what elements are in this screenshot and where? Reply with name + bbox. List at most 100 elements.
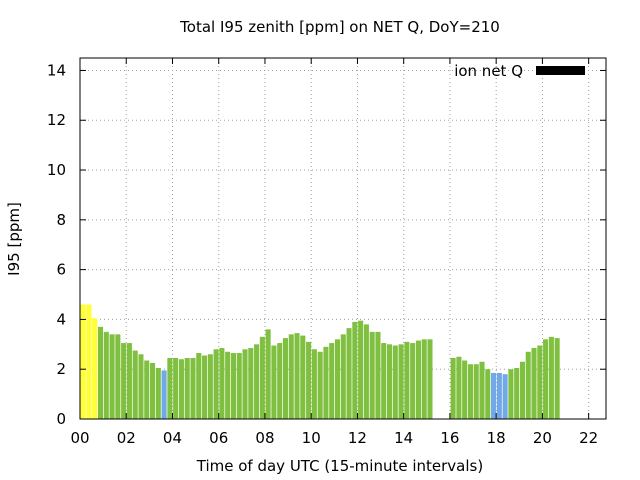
y-tick-label: 4 — [56, 310, 66, 328]
y-tick-label: 6 — [56, 261, 66, 279]
bar — [196, 353, 202, 419]
y-tick-label: 10 — [47, 161, 66, 179]
bar — [103, 331, 109, 419]
bar — [149, 362, 156, 419]
bar — [358, 320, 364, 419]
bar — [86, 304, 92, 419]
bar — [508, 369, 514, 419]
bar — [173, 358, 179, 419]
bar — [132, 350, 138, 419]
y-tick-label: 12 — [47, 111, 66, 129]
bar — [519, 361, 526, 419]
bar — [92, 318, 98, 419]
bar — [288, 334, 294, 419]
x-tick-label: 10 — [302, 429, 321, 447]
bar — [421, 339, 427, 419]
bar — [311, 349, 317, 419]
bar — [277, 343, 283, 419]
x-tick-label: 16 — [440, 429, 459, 447]
y-tick-label: 2 — [56, 360, 66, 378]
x-tick-labels: 00 02 04 06 08 10 12 14 16 18 20 22 — [70, 429, 598, 447]
y-tick-label: 8 — [56, 211, 66, 229]
bar — [329, 343, 335, 419]
bar — [456, 356, 462, 419]
bar — [537, 345, 543, 419]
x-tick-label: 00 — [70, 429, 89, 447]
bar — [502, 374, 508, 419]
bar — [161, 370, 167, 419]
bar — [126, 343, 132, 419]
bar — [398, 344, 404, 419]
x-tick-label: 18 — [487, 429, 506, 447]
bar — [334, 339, 341, 419]
x-tick-label: 14 — [394, 429, 413, 447]
y-tick-labels: 0 2 4 6 8 10 12 14 — [47, 61, 66, 428]
bar — [190, 358, 196, 419]
bar — [184, 358, 190, 419]
bar — [259, 336, 265, 419]
bar — [109, 334, 115, 419]
bar — [236, 353, 242, 419]
bar — [479, 361, 485, 419]
bar — [242, 349, 248, 419]
bar — [294, 333, 300, 419]
bar — [225, 351, 231, 419]
y-tick-label: 14 — [47, 61, 66, 79]
bar — [144, 360, 150, 419]
bar — [138, 354, 144, 419]
bar — [514, 367, 520, 419]
bar — [121, 343, 127, 419]
x-tick-label: 12 — [348, 429, 367, 447]
bar — [485, 369, 491, 419]
bar — [202, 355, 208, 419]
legend-label: ion net Q — [454, 62, 523, 80]
bar — [213, 349, 219, 419]
bar — [554, 338, 560, 419]
x-tick-label: 04 — [163, 429, 182, 447]
bar — [543, 339, 549, 419]
grid-lines — [80, 58, 606, 419]
legend-swatch — [536, 66, 585, 75]
bar — [427, 339, 433, 419]
bar — [467, 364, 473, 419]
bar — [346, 328, 352, 419]
bar — [317, 351, 323, 419]
chart-title: Total I95 zenith [ppm] on NET Q, DoY=210 — [179, 18, 500, 36]
bar — [491, 372, 497, 419]
bar — [369, 331, 375, 419]
bar — [230, 353, 236, 419]
legend: ion net Q — [454, 62, 585, 80]
bar — [155, 367, 161, 419]
x-tick-label: 02 — [117, 429, 136, 447]
bar — [282, 338, 289, 419]
x-tick-label: 06 — [209, 429, 228, 447]
bar — [386, 344, 393, 419]
bar — [363, 324, 369, 419]
x-tick-label: 08 — [255, 429, 274, 447]
bar — [271, 345, 277, 419]
bar — [375, 331, 381, 419]
bar — [381, 343, 387, 419]
bar — [404, 341, 410, 419]
bar — [306, 341, 312, 419]
bar — [392, 345, 398, 419]
y-tick-label: 0 — [56, 410, 66, 428]
bar — [525, 351, 531, 419]
bars — [80, 304, 560, 419]
y-axis-label: I95 [ppm] — [5, 202, 23, 276]
bar — [462, 360, 468, 419]
bar — [450, 358, 456, 419]
ticks — [79, 58, 606, 420]
bar — [340, 334, 346, 419]
bar — [167, 358, 173, 419]
bar — [178, 359, 184, 419]
bar — [265, 329, 271, 419]
bar — [531, 348, 537, 419]
bar — [410, 343, 416, 419]
x-tick-label: 20 — [533, 429, 552, 447]
bar — [207, 354, 213, 419]
bar — [97, 326, 104, 419]
bar — [80, 304, 86, 419]
bar — [323, 346, 329, 419]
